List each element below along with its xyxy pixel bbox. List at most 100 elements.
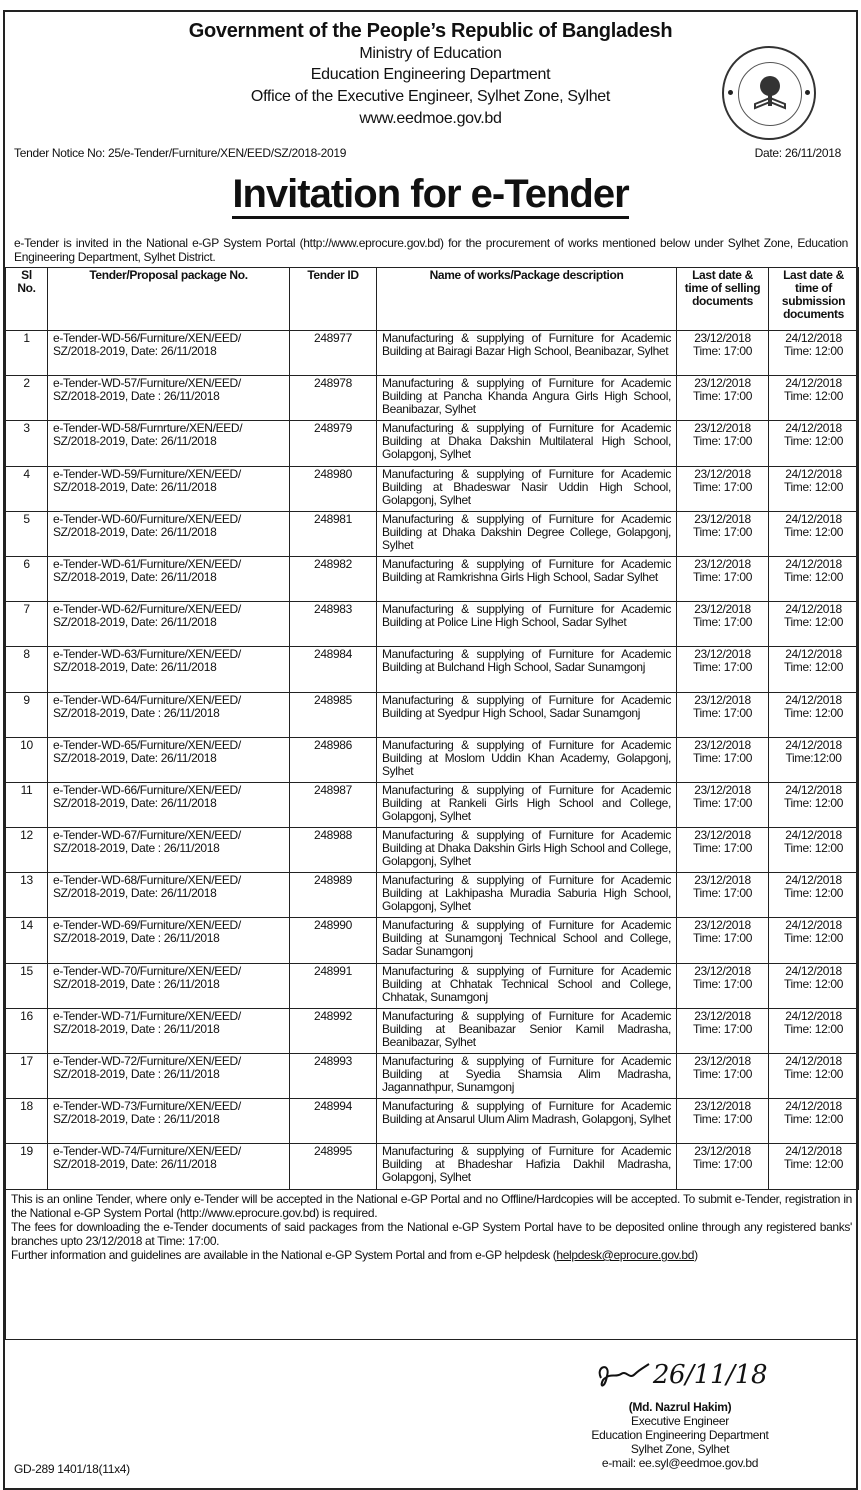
footer-code: GD-289 1401/18(11x4) bbox=[14, 1462, 130, 1476]
cell-tender-id: 248993 bbox=[289, 1052, 377, 1100]
note-further-text: Further information and guidelines are a… bbox=[11, 1248, 557, 1262]
cell-submission-date: 24/12/2018 Time: 12:00 bbox=[768, 781, 859, 829]
cell-submission-date: 24/12/2018 Time: 12:00 bbox=[768, 1143, 859, 1190]
cell-tender-id: 248982 bbox=[289, 555, 377, 603]
cell-package-no: e-Tender-WD-56/Furniture/XEN/EED/ SZ/201… bbox=[47, 329, 290, 377]
cell-package-no: e-Tender-WD-64/Furniture/XEN/EED/ SZ/201… bbox=[47, 691, 290, 738]
department-line: Education Engineering Department bbox=[310, 66, 551, 83]
cell-description: Manufacturing & supplying of Furniture f… bbox=[376, 375, 677, 422]
cell-package-no: e-Tender-WD-73/Furniture/XEN/EED/ SZ/201… bbox=[47, 1098, 290, 1145]
cell-description: Manufacturing & supplying of Furniture f… bbox=[376, 329, 677, 377]
table-row: 19 e-Tender-WD-74/Furniture/XEN/EED/ SZ/2… bbox=[5, 1143, 859, 1190]
header-description: Name of works/Package description bbox=[376, 267, 677, 331]
table-row: 8 e-Tender-WD-63/Furniture/XEN/EED/ SZ/20… bbox=[5, 646, 859, 693]
signatory-email: e-mail: ee.syl@eedmoe.gov.bd bbox=[601, 1456, 759, 1470]
cell-description: Manufacturing & supplying of Furniture f… bbox=[376, 872, 677, 919]
tender-notice-number: Tender Notice No: 25/e-Tender/Furniture/… bbox=[14, 146, 347, 160]
signatory-designation: Executive Engineer bbox=[631, 1414, 729, 1428]
cell-selling-date: 23/12/2018 Time: 17:00 bbox=[676, 1143, 769, 1190]
cell-description: Manufacturing & supplying of Furniture f… bbox=[376, 917, 677, 964]
cell-tender-id: 248990 bbox=[289, 917, 377, 964]
cell-submission-date: 24/12/2018 Time: 12:00 bbox=[768, 601, 859, 648]
cell-selling-date: 23/12/2018 Time: 17:00 bbox=[676, 375, 769, 422]
cell-selling-date: 23/12/2018 Time: 17:00 bbox=[676, 420, 769, 467]
cell-description: Manufacturing & supplying of Furniture f… bbox=[376, 1098, 677, 1145]
cell-selling-date: 23/12/2018 Time: 17:00 bbox=[676, 601, 769, 648]
cell-description: Manufacturing & supplying of Furniture f… bbox=[376, 510, 677, 557]
table-row: 16 e-Tender-WD-71/Furniture/XEN/EED/ SZ/2… bbox=[5, 1007, 859, 1055]
table-row: 14 e-Tender-WD-69/Furniture/XEN/EED/ SZ/2… bbox=[5, 917, 859, 964]
department-seal-icon bbox=[722, 46, 816, 140]
table-row: 1 e-Tender-WD-56/Furniture/XEN/EED/ SZ/20… bbox=[5, 329, 859, 377]
cell-submission-date: 24/12/2018 Time: 12:00 bbox=[768, 827, 859, 874]
header-submission-date: Last date & time of submission documents bbox=[768, 267, 859, 331]
cell-package-no: e-Tender-WD-74/Furniture/XEN/EED/ SZ/201… bbox=[47, 1143, 290, 1190]
cell-description: Manufacturing & supplying of Furniture f… bbox=[376, 1143, 677, 1190]
cell-sl-no: 1 bbox=[5, 329, 48, 377]
table-row: 5 e-Tender-WD-60/Furniture/XEN/EED/ SZ/20… bbox=[5, 510, 859, 557]
cell-tender-id: 248989 bbox=[289, 872, 377, 919]
cell-submission-date: 24/12/2018 Time: 12:00 bbox=[768, 1007, 859, 1055]
government-title: Government of the People’s Republic of B… bbox=[188, 20, 673, 42]
cell-submission-date: 24/12/2018 Time: 12:00 bbox=[768, 375, 859, 422]
cell-sl-no: 19 bbox=[5, 1143, 48, 1190]
cell-submission-date: 24/12/2018 Time: 12:00 bbox=[768, 917, 859, 964]
cell-submission-date: 24/12/2018 Time: 12:00 bbox=[768, 1052, 859, 1100]
table-row: 11 e-Tender-WD-66/Furniture/XEN/EED/ SZ/2… bbox=[5, 781, 859, 829]
cell-sl-no: 2 bbox=[5, 375, 48, 422]
cell-submission-date: 24/12/2018 Time: 12:00 bbox=[768, 962, 859, 1009]
page-title: Invitation for e-Tender bbox=[0, 172, 861, 219]
signature-scribble-icon bbox=[598, 1363, 650, 1387]
cell-selling-date: 23/12/2018 Time: 17:00 bbox=[676, 555, 769, 603]
header-tender-id: Tender ID bbox=[289, 267, 377, 331]
handwritten-signature: 26/11/18 bbox=[540, 1350, 820, 1400]
cell-package-no: e-Tender-WD-65/Furniture/XEN/EED/ SZ/201… bbox=[47, 736, 290, 783]
note-fees: The fees for downloading the e-Tender do… bbox=[11, 1220, 852, 1248]
cell-sl-no: 8 bbox=[5, 646, 48, 693]
cell-submission-date: 24/12/2018 Time: 12:00 bbox=[768, 872, 859, 919]
signatory-zone: Sylhet Zone, Sylhet bbox=[630, 1442, 730, 1456]
cell-package-no: e-Tender-WD-60/Furniture/XEN/EED/ SZ/201… bbox=[47, 510, 290, 557]
cell-package-no: e-Tender-WD-57/Furniture/XEN/EED/ SZ/201… bbox=[47, 375, 290, 422]
cell-tender-id: 248984 bbox=[289, 646, 377, 693]
cell-selling-date: 23/12/2018 Time: 17:00 bbox=[676, 917, 769, 964]
note-online-tender: This is an online Tender, where only e-T… bbox=[11, 1192, 852, 1220]
cell-sl-no: 11 bbox=[5, 781, 48, 829]
cell-package-no: e-Tender-WD-70/Furniture/XEN/EED/ SZ/201… bbox=[47, 962, 290, 1009]
table-row: 17 e-Tender-WD-72/Furniture/XEN/EED/ SZ/2… bbox=[5, 1052, 859, 1100]
cell-submission-date: 24/12/2018 Time: 12:00 bbox=[768, 555, 859, 603]
cell-sl-no: 13 bbox=[5, 872, 48, 919]
header-selling-date: Last date & time of selling documents bbox=[676, 267, 769, 331]
table-row: 7 e-Tender-WD-62/Furniture/XEN/EED/ SZ/20… bbox=[5, 601, 859, 648]
header-sl: Sl No. bbox=[5, 267, 48, 331]
cell-selling-date: 23/12/2018 Time: 17:00 bbox=[676, 736, 769, 783]
cell-selling-date: 23/12/2018 Time: 17:00 bbox=[676, 962, 769, 1009]
table-row: 4 e-Tender-WD-59/Furniture/XEN/EED/ SZ/20… bbox=[5, 465, 859, 512]
office-line: Office of the Executive Engineer, Sylhet… bbox=[250, 88, 611, 105]
cell-sl-no: 3 bbox=[5, 420, 48, 467]
cell-sl-no: 4 bbox=[5, 465, 48, 512]
cell-package-no: e-Tender-WD-69/Furniture/XEN/EED/ SZ/201… bbox=[47, 917, 290, 964]
cell-sl-no: 9 bbox=[5, 691, 48, 738]
cell-sl-no: 10 bbox=[5, 736, 48, 783]
cell-tender-id: 248977 bbox=[289, 329, 377, 377]
cell-submission-date: 24/12/2018 Time: 12:00 bbox=[768, 510, 859, 557]
cell-sl-no: 16 bbox=[5, 1007, 48, 1055]
cell-description: Manufacturing & supplying of Furniture f… bbox=[376, 1052, 677, 1100]
table-row: 9 e-Tender-WD-64/Furniture/XEN/EED/ SZ/20… bbox=[5, 691, 859, 738]
notice-date: Date: 26/11/2018 bbox=[754, 146, 842, 160]
cell-selling-date: 23/12/2018 Time: 17:00 bbox=[676, 465, 769, 512]
helpdesk-email-link[interactable]: helpdesk@eprocure.gov.bd bbox=[556, 1248, 695, 1262]
note-close-paren: ) bbox=[694, 1248, 698, 1262]
signature-date: 26/11/18 bbox=[652, 1360, 768, 1390]
cell-submission-date: 24/12/2018 Time: 12:00 bbox=[768, 329, 859, 377]
cell-package-no: e-Tender-WD-72/Furniture/XEN/EED/ SZ/201… bbox=[47, 1052, 290, 1100]
cell-submission-date: 24/12/2018 Time:12:00 bbox=[768, 736, 859, 783]
cell-package-no: e-Tender-WD-62/Furniture/XEN/EED/ SZ/201… bbox=[47, 601, 290, 648]
cell-sl-no: 6 bbox=[5, 555, 48, 603]
cell-submission-date: 24/12/2018 Time: 12:00 bbox=[768, 1098, 859, 1145]
cell-tender-id: 248987 bbox=[289, 781, 377, 829]
cell-selling-date: 23/12/2018 Time: 17:00 bbox=[676, 781, 769, 829]
table-header-row: Sl No. Tender/Proposal package No. Tende… bbox=[5, 267, 859, 331]
cell-submission-date: 24/12/2018 Time: 12:00 bbox=[768, 420, 859, 467]
